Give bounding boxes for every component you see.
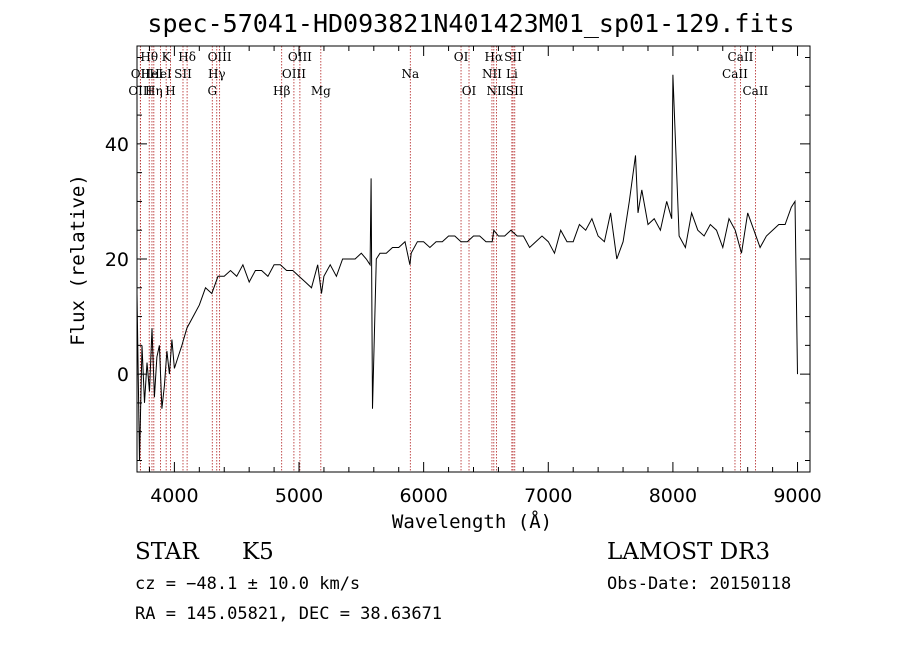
- spectral-line-label: H: [165, 84, 175, 98]
- chart-title: spec-57041-HD093821N401423M01_sp01-129.f…: [147, 9, 794, 38]
- spectral-line-label: SII: [506, 84, 524, 98]
- spectral-line-label: OIII: [288, 50, 312, 64]
- x-tick-label: 8000: [649, 485, 697, 507]
- y-axis-ticks: 0 20 40: [105, 57, 810, 461]
- y-axis-label: Flux (relative): [67, 174, 89, 346]
- spectral-line-label: K: [162, 50, 172, 64]
- spectral-line-label: NII: [482, 67, 502, 81]
- spectral-line-label: OIII: [282, 67, 306, 81]
- y-tick-label: 20: [105, 249, 129, 271]
- spectral-line-label: HeI: [149, 67, 172, 81]
- spectral-line-label: OI: [462, 84, 477, 98]
- object-subclass: K5: [242, 539, 274, 565]
- spectral-line-label: SII: [504, 50, 522, 64]
- spectral-line-label: Hη: [145, 84, 163, 98]
- y-tick-label: 40: [105, 134, 129, 156]
- spectral-line-label: HeI: [141, 67, 164, 81]
- spectrum-line: [136, 74, 798, 461]
- x-axis-label: Wavelength (Å): [392, 510, 552, 533]
- spectral-line-label: Hδ: [178, 50, 196, 64]
- spectral-line-label: G: [207, 84, 217, 98]
- spectral-line-label: OIII: [128, 84, 152, 98]
- spectral-line-label: SII: [174, 67, 192, 81]
- spectral-line-label: CaII: [722, 67, 748, 81]
- x-tick-label: 9000: [773, 485, 821, 507]
- spectral-line-label: OIII: [208, 50, 232, 64]
- coordinates-readout: RA = 145.05821, DEC = 38.63671: [135, 604, 442, 624]
- object-class: STAR: [135, 539, 199, 565]
- spectral-line-markers: [139, 46, 756, 472]
- spectral-line-label: Hβ: [273, 84, 290, 98]
- spectral-line-label: Li: [506, 67, 518, 81]
- spectral-line-label: CaII: [742, 84, 768, 98]
- spectral-line-label: OII: [131, 67, 151, 81]
- y-tick-label: 0: [117, 364, 129, 386]
- spectral-line-label: Hα: [485, 50, 504, 64]
- observation-date: Obs-Date: 20150118: [607, 574, 791, 594]
- x-tick-label: 6000: [399, 485, 447, 507]
- spectral-line-label: Mg: [311, 84, 331, 98]
- x-tick-label: 4000: [150, 485, 198, 507]
- spectral-line-label: Hθ: [140, 50, 158, 64]
- survey-name: LAMOST DR3: [607, 539, 770, 565]
- x-axis-ticks: 4000 5000 6000 7000 8000 9000: [148, 46, 822, 507]
- spectral-line-label: OI: [454, 50, 469, 64]
- x-tick-label: 7000: [524, 485, 572, 507]
- x-tick-label: 5000: [275, 485, 323, 507]
- redshift-readout: cz = −48.1 ± 10.0 km/s: [135, 574, 360, 594]
- spectral-line-label: Na: [401, 67, 419, 81]
- spectral-line-label: NII: [486, 84, 506, 98]
- spectral-line-label: CaII: [728, 50, 754, 64]
- spectral-line-label: Hγ: [208, 67, 226, 81]
- plot-frame: [136, 45, 811, 473]
